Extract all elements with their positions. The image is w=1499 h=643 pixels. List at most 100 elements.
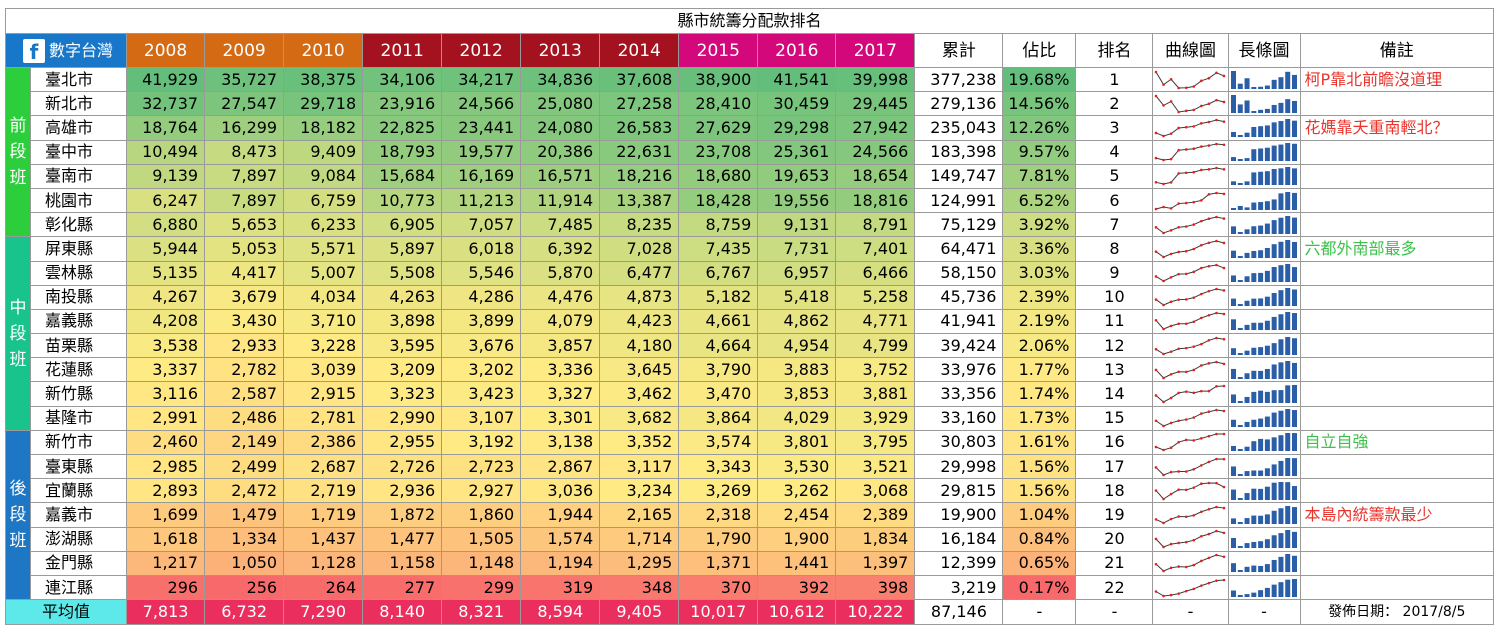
sparkbar-chart bbox=[1230, 264, 1297, 283]
value-cell: 6,392 bbox=[520, 236, 601, 262]
value-cell: 3,234 bbox=[599, 478, 680, 504]
sparkbar-bar bbox=[1284, 579, 1290, 597]
brand-cell[interactable]: f 數字台灣 bbox=[4, 33, 128, 68]
value-cell: 3,430 bbox=[204, 308, 285, 335]
share-cell: 2.06% bbox=[1002, 333, 1077, 359]
sparkbar-bar bbox=[1237, 352, 1243, 355]
value-cell: 4,079 bbox=[520, 308, 601, 335]
sparkline-point bbox=[1192, 345, 1196, 348]
sparkline-point bbox=[1185, 201, 1188, 204]
sparkline-point bbox=[1192, 222, 1196, 226]
sparkbar-bar bbox=[1264, 467, 1270, 476]
value-cell: 19,653 bbox=[757, 163, 837, 189]
total-cell: 45,736 bbox=[914, 284, 1004, 310]
bar-chart-cell bbox=[1227, 284, 1301, 310]
sparkline-point bbox=[1223, 266, 1226, 270]
sparkbar-bar bbox=[1250, 126, 1256, 137]
value-cell: 32,737 bbox=[126, 91, 206, 117]
sparkline-point bbox=[1170, 492, 1173, 496]
sparkbar-chart bbox=[1230, 578, 1297, 597]
city-name: 桃園市 bbox=[29, 187, 128, 214]
facebook-icon: f bbox=[23, 38, 46, 64]
sparkbar-bar bbox=[1271, 560, 1277, 573]
value-cell: 2,867 bbox=[520, 453, 601, 480]
share-cell: 3.03% bbox=[1002, 260, 1077, 286]
table-row: 南投縣 4,267 3,679 4,034 4,263 4,286 4,476 4,873 5,… bbox=[6, 284, 1495, 310]
sparkbar-bar bbox=[1257, 225, 1263, 234]
value-cell: 1,699 bbox=[126, 502, 206, 528]
value-cell: 16,571 bbox=[520, 163, 601, 189]
sparkbar-bar bbox=[1264, 345, 1270, 355]
sparkbar-bar bbox=[1291, 313, 1297, 331]
sparkline-path bbox=[1156, 192, 1225, 210]
value-cell: 3,929 bbox=[835, 405, 916, 431]
sparkline-point bbox=[1223, 289, 1226, 293]
sparkline-chart bbox=[1155, 529, 1226, 549]
value-cell: 4,771 bbox=[835, 308, 916, 335]
value-cell: 3,116 bbox=[126, 381, 206, 407]
year-header-2012: 2012 bbox=[441, 33, 522, 68]
table-row: 連江縣 296 256 264 277 299 319 348 370 392 398 3,219 0.… bbox=[6, 574, 1495, 601]
total-cell: 75,129 bbox=[914, 212, 1004, 238]
rank-cell: 20 bbox=[1075, 526, 1154, 552]
rank-cell: 2 bbox=[1075, 91, 1154, 117]
value-cell: 2,587 bbox=[204, 381, 285, 407]
rank-cell: 7 bbox=[1075, 212, 1154, 238]
average-value: 10,017 bbox=[678, 599, 759, 626]
value-cell: 2,893 bbox=[126, 478, 206, 504]
sparkbar-bar bbox=[1271, 535, 1277, 549]
sparkbar-chart bbox=[1230, 530, 1297, 549]
sparkbar-bar bbox=[1230, 563, 1236, 573]
sparkbar-chart bbox=[1230, 94, 1297, 113]
sparkline-point bbox=[1177, 391, 1181, 395]
average-value: 6,732 bbox=[204, 599, 285, 626]
bar-chart-cell bbox=[1227, 574, 1301, 601]
value-cell: 23,916 bbox=[362, 91, 443, 117]
value-cell: 18,182 bbox=[283, 115, 364, 141]
sparkline-point bbox=[1162, 545, 1166, 549]
sparkbar-bar bbox=[1277, 410, 1283, 428]
sparkbar-bar bbox=[1277, 76, 1283, 89]
sparkline-point bbox=[1177, 86, 1181, 89]
sparkline-chart bbox=[1155, 263, 1226, 283]
sparkbar-bar bbox=[1250, 470, 1256, 476]
rank-cell: 13 bbox=[1075, 357, 1154, 383]
bar-chart-cell bbox=[1227, 429, 1301, 456]
sparkline-point bbox=[1215, 336, 1219, 339]
sparkline-point bbox=[1155, 275, 1158, 278]
value-cell: 5,897 bbox=[362, 236, 443, 262]
value-cell: 3,192 bbox=[441, 429, 522, 456]
line-chart-cell bbox=[1152, 478, 1229, 504]
sparkline-point bbox=[1208, 144, 1211, 148]
average-value: 10,612 bbox=[757, 599, 837, 626]
value-cell: 16,169 bbox=[441, 163, 522, 189]
sparkbar-bar bbox=[1250, 347, 1256, 355]
value-cell: 256 bbox=[204, 574, 285, 601]
value-cell: 25,080 bbox=[520, 91, 601, 117]
value-cell: 1,441 bbox=[757, 550, 837, 576]
value-cell: 6,905 bbox=[362, 212, 443, 238]
average-value: 10,222 bbox=[835, 599, 916, 626]
city-name: 臺中市 bbox=[29, 139, 128, 165]
sparkline-point bbox=[1208, 102, 1211, 105]
sparkline-chart bbox=[1155, 505, 1226, 525]
sparkline-point bbox=[1162, 400, 1166, 404]
rank-cell: 8 bbox=[1075, 236, 1154, 262]
sparkline-point bbox=[1200, 364, 1204, 367]
rank-cell: 4 bbox=[1075, 139, 1154, 165]
value-cell: 34,836 bbox=[520, 66, 601, 93]
value-cell: 1,872 bbox=[362, 502, 443, 528]
sparkline-path bbox=[1156, 264, 1225, 282]
sparkbar-bar bbox=[1277, 362, 1283, 379]
value-cell: 6,880 bbox=[126, 212, 206, 238]
sparkbar-bar bbox=[1284, 457, 1290, 476]
city-name: 新竹市 bbox=[29, 429, 128, 456]
value-cell: 3,068 bbox=[835, 478, 916, 504]
year-header-2011: 2011 bbox=[362, 33, 443, 68]
value-cell: 4,208 bbox=[126, 308, 206, 335]
sparkbar-bar bbox=[1277, 581, 1283, 597]
value-cell: 5,870 bbox=[520, 260, 601, 286]
value-cell: 4,862 bbox=[757, 308, 837, 335]
sparkline-point bbox=[1170, 325, 1173, 328]
line-chart-cell bbox=[1152, 284, 1229, 310]
